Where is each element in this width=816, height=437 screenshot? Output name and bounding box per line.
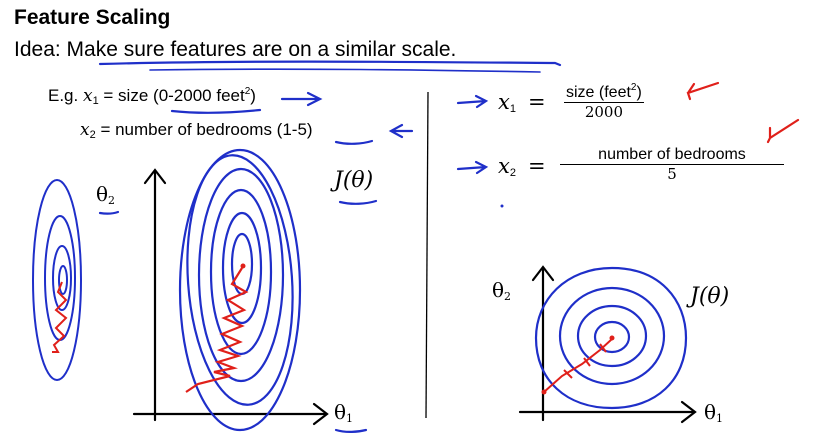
fraction-denominator: 5 <box>667 165 677 183</box>
idea-line: Idea: Make sure features are on a simila… <box>14 38 456 62</box>
range-x1: 0-2000 <box>158 86 212 105</box>
var-x: x <box>82 86 93 106</box>
numerator-sup: 2 <box>630 82 637 93</box>
theta-sub: 2 <box>108 194 116 207</box>
contour <box>32 179 82 381</box>
contour <box>58 265 68 295</box>
var-x: x <box>498 154 510 178</box>
paren-close: ) <box>250 86 256 105</box>
fraction-denominator: 2000 <box>584 103 623 121</box>
contour <box>52 245 72 311</box>
arrow-x1 <box>280 91 323 107</box>
theta-sub: 1 <box>716 412 724 425</box>
range-x2-underline <box>334 139 374 145</box>
numerator-text: size (feet <box>566 84 631 101</box>
check-mark-x1 <box>686 81 720 101</box>
fraction-numerator: number of bedrooms <box>560 146 784 165</box>
var-sub: 1 <box>92 95 99 107</box>
formula-x1-lhs: x1 = <box>498 90 546 115</box>
left-theta1-label: θ1 <box>334 400 353 425</box>
check-mark-x2 <box>766 118 800 144</box>
theta-sub: 2 <box>504 290 512 303</box>
theta-symbol: θ <box>492 278 505 302</box>
numerator-close: ) <box>636 84 642 101</box>
example-x1: E.g. x1 = size (0-2000 feet2) <box>48 86 256 107</box>
right-j-theta-label: J(θ) <box>690 284 730 309</box>
right-theta2-label: θ2 <box>492 278 511 303</box>
theta-sub: 1 <box>346 412 354 425</box>
gradient-path <box>185 267 249 393</box>
var-x: x <box>498 90 510 114</box>
idea-underline-tail <box>149 68 541 73</box>
right-theta1-underline <box>334 428 368 433</box>
theta-symbol: θ <box>704 400 717 424</box>
example-lead: E.g. <box>48 86 83 105</box>
left-theta2-label: θ2 <box>96 182 115 207</box>
arrow-x2 <box>388 123 414 139</box>
gradient-path <box>52 281 68 353</box>
paren-close: ) <box>306 120 313 139</box>
formula-x2-lhs: x2 = <box>498 154 546 179</box>
unit-sup: 2 <box>244 86 251 97</box>
contour <box>558 286 666 386</box>
contour <box>576 304 648 368</box>
idea-text: Make sure features are on a similar scal… <box>66 38 457 61</box>
arrow-formula1 <box>456 94 489 109</box>
contour <box>209 188 273 356</box>
contour <box>534 266 688 410</box>
example-eq: = size ( <box>98 86 159 105</box>
example-x2: x2 = number of bedrooms (1-5) <box>80 120 313 141</box>
theta-symbol: θ <box>96 182 109 206</box>
formula-x1-fraction: size (feet2) 2000 <box>564 82 644 121</box>
idea-underline <box>98 60 562 67</box>
theta-symbol: θ <box>334 400 347 424</box>
example-eq: = number of bedrooms ( <box>95 120 283 139</box>
arrow-formula2 <box>456 160 489 175</box>
range-x2: 1-5 <box>282 120 307 139</box>
right-theta1-label: θ1 <box>704 400 723 425</box>
divider-line <box>425 91 429 419</box>
contour <box>221 211 263 325</box>
gradient-path <box>543 338 613 393</box>
fraction-numerator: size (feet2) <box>564 82 644 103</box>
theta2-underline <box>98 210 120 215</box>
var-sub: 1 <box>509 103 516 115</box>
equals-sign: = <box>527 154 546 178</box>
var-sub: 2 <box>509 167 516 179</box>
left-j-theta-label: J(θ) <box>334 168 374 193</box>
idea-prefix: Idea: <box>14 38 67 61</box>
contour <box>186 154 294 406</box>
equals-sign: = <box>527 90 546 114</box>
range-x1-underline <box>170 108 262 114</box>
formula-x2-fraction: number of bedrooms 5 <box>560 146 784 183</box>
slide-title: Feature Scaling <box>14 6 171 29</box>
var-sub: 2 <box>89 129 96 141</box>
contour <box>197 167 285 383</box>
j-underline <box>338 199 378 205</box>
pen-dot <box>500 204 504 208</box>
contour <box>178 148 302 432</box>
var-x: x <box>80 120 90 140</box>
unit-text: feet <box>211 86 245 105</box>
contour <box>593 320 631 354</box>
